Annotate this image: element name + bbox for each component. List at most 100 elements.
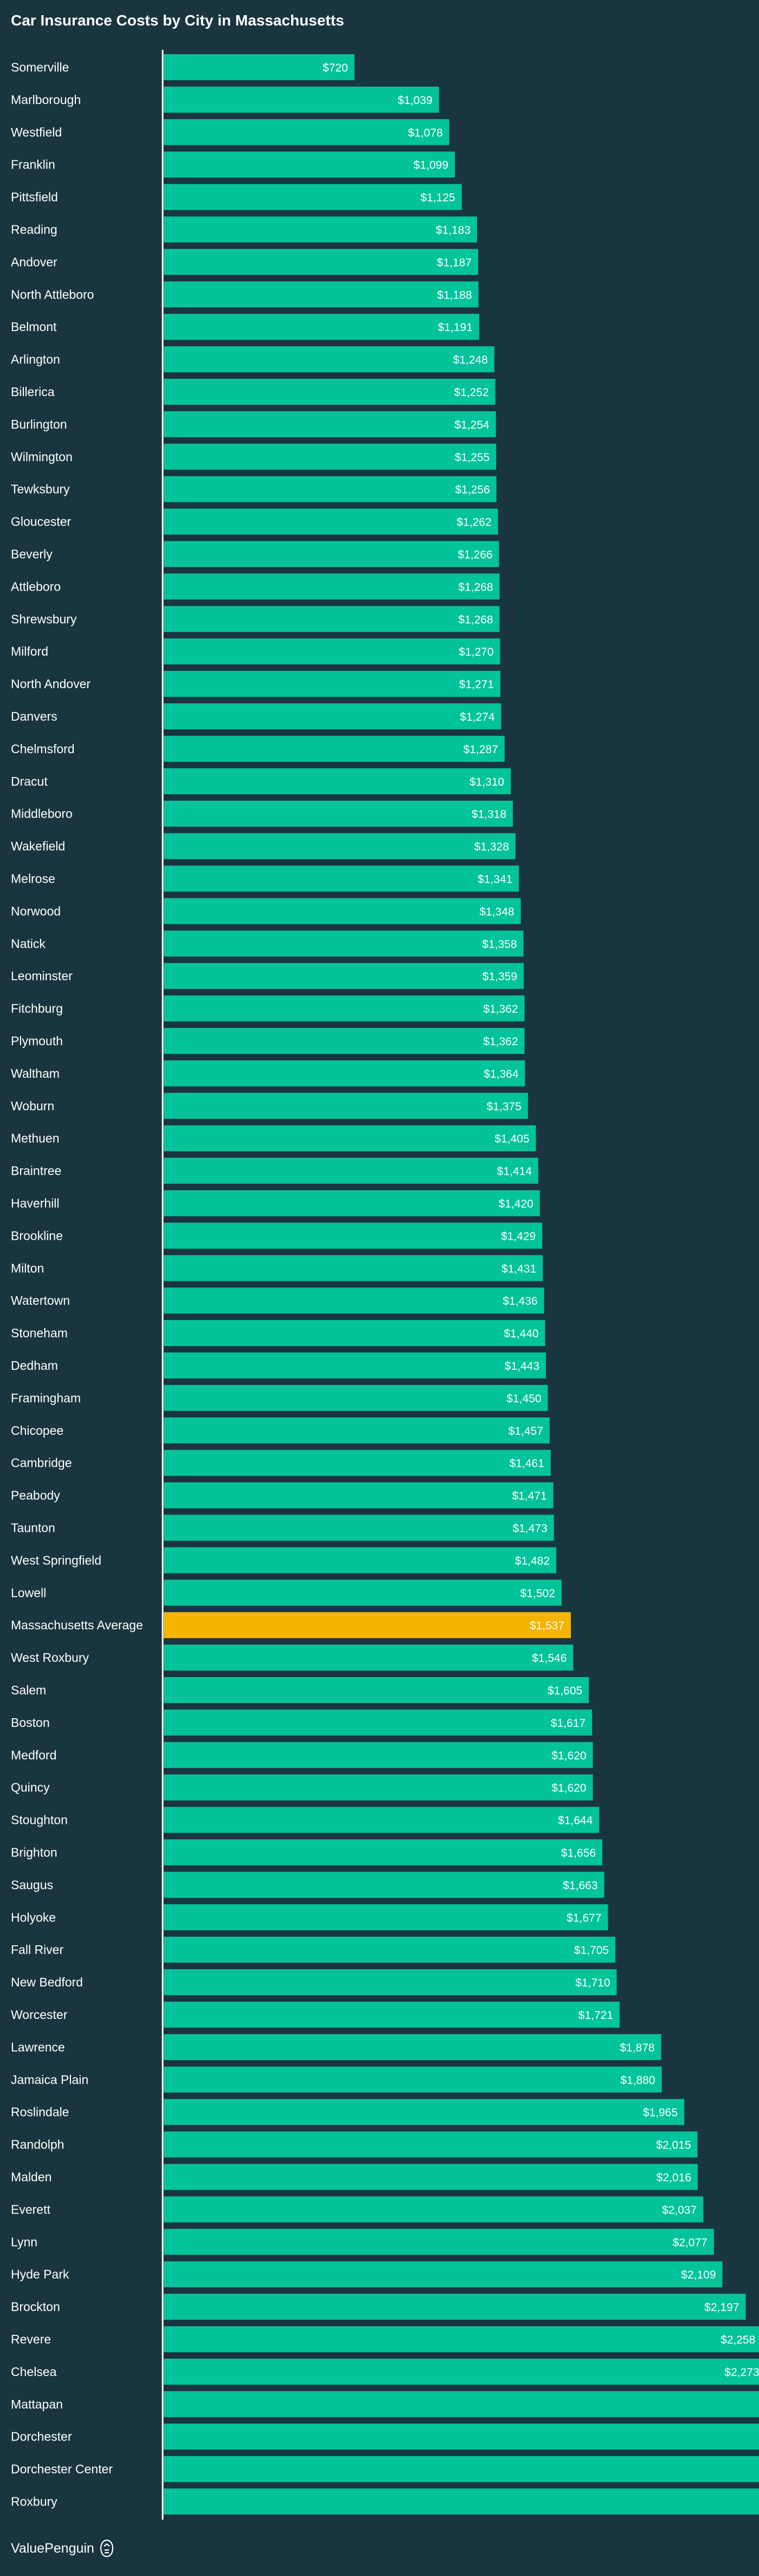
bar-brockton	[164, 2294, 746, 2320]
value-label-lowell: $1,502	[520, 1587, 555, 1600]
category-label-marlborough: Marlborough	[11, 93, 81, 107]
category-label-stoneham: Stoneham	[11, 1326, 68, 1340]
category-label-jamaica-plain: Jamaica Plain	[11, 2073, 88, 2087]
value-label-natick: $1,358	[482, 938, 517, 950]
bar-boston	[164, 1709, 593, 1736]
bar-dorchester-center	[164, 2456, 759, 2482]
category-label-holyoke: Holyoke	[11, 1910, 56, 1924]
value-label-westfield: $1,078	[408, 127, 442, 139]
value-label-brookline: $1,429	[501, 1230, 536, 1242]
category-label-stoughton: Stoughton	[11, 1813, 68, 1827]
category-label-reading: Reading	[11, 223, 57, 237]
value-label-franklin: $1,099	[414, 159, 448, 172]
value-label-stoneham: $1,440	[504, 1328, 538, 1340]
bar-billerica	[164, 379, 496, 405]
value-label-andover: $1,187	[437, 256, 472, 269]
bar-andover	[164, 249, 478, 275]
category-label-methuen: Methuen	[11, 1131, 60, 1145]
category-label-fall-river: Fall River	[11, 1943, 63, 1957]
category-label-brookline: Brookline	[11, 1228, 63, 1242]
value-label-norwood: $1,348	[479, 905, 514, 918]
bar-tewksbury	[164, 476, 497, 502]
category-label-cambridge: Cambridge	[11, 1456, 72, 1470]
bar-roxbury	[164, 2488, 759, 2515]
value-label-beverly: $1,266	[458, 549, 492, 561]
bar-milton	[164, 1255, 543, 1281]
value-label-dedham: $1,443	[505, 1360, 539, 1373]
category-label-quincy: Quincy	[11, 1781, 50, 1795]
bar-dorchester	[164, 2423, 759, 2450]
category-label-milton: Milton	[11, 1261, 44, 1275]
category-label-fitchburg: Fitchburg	[11, 1001, 63, 1015]
category-label-chelmsford: Chelmsford	[11, 742, 75, 756]
bar-marlborough	[164, 86, 439, 113]
bar-north-andover	[164, 671, 500, 697]
value-label-chelmsford: $1,287	[464, 743, 498, 756]
value-label-tewksbury: $1,256	[455, 484, 490, 496]
brand-logo: ValuePenguin	[11, 2539, 115, 2558]
category-label-dorchester-center: Dorchester Center	[11, 2462, 113, 2476]
bar-lowell	[164, 1580, 562, 1606]
value-label-roslindale: $1,965	[643, 2107, 678, 2119]
bar-peabody	[164, 1482, 554, 1509]
value-label-woburn: $1,375	[487, 1101, 522, 1113]
bar-revere	[164, 2326, 759, 2352]
category-label-boston: Boston	[11, 1716, 50, 1730]
category-label-peabody: Peabody	[11, 1488, 60, 1503]
value-label-wilmington: $1,255	[455, 451, 490, 464]
category-label-wilmington: Wilmington	[11, 450, 73, 464]
category-label-chicopee: Chicopee	[11, 1423, 63, 1438]
value-label-quincy: $1,620	[551, 1782, 586, 1795]
category-label-melrose: Melrose	[11, 872, 55, 886]
category-label-franklin: Franklin	[11, 158, 55, 172]
value-label-saugus: $1,663	[563, 1879, 597, 1892]
bar-wilmington	[164, 443, 497, 470]
category-label-brockton: Brockton	[11, 2300, 60, 2314]
bar-middleboro	[164, 800, 513, 827]
category-label-everett: Everett	[11, 2202, 50, 2216]
value-label-peabody: $1,471	[512, 1490, 546, 1503]
bar-burlington	[164, 411, 496, 437]
bar-stoneham	[164, 1320, 545, 1347]
value-label-salem: $1,605	[548, 1685, 582, 1697]
value-label-shrewsbury: $1,268	[458, 613, 493, 626]
bar-west-roxbury	[164, 1645, 574, 1671]
bar-malden	[164, 2164, 698, 2190]
category-label-belmont: Belmont	[11, 320, 57, 334]
value-label-west-springfield: $1,482	[515, 1555, 550, 1567]
category-label-natick: Natick	[11, 936, 46, 950]
value-label-methuen: $1,405	[494, 1133, 529, 1145]
category-label-roxbury: Roxbury	[11, 2495, 57, 2509]
value-label-milton: $1,431	[501, 1263, 536, 1275]
category-label-dorchester: Dorchester	[11, 2430, 72, 2444]
value-label-pittsfield: $1,125	[420, 192, 455, 204]
category-label-worcester: Worcester	[11, 2008, 68, 2022]
bar-quincy	[164, 1774, 593, 1801]
value-label-randolph: $2,015	[656, 2139, 691, 2152]
value-label-west-roxbury: $1,546	[532, 1652, 567, 1665]
bars-layer	[164, 54, 759, 2515]
category-label-norwood: Norwood	[11, 904, 61, 918]
bar-taunton	[164, 1514, 554, 1541]
category-label-west-roxbury: West Roxbury	[11, 1651, 89, 1665]
bar-roslindale	[164, 2099, 685, 2125]
bar-beverly	[164, 541, 499, 567]
category-label-dracut: Dracut	[11, 774, 48, 788]
bar-attleboro	[164, 573, 500, 600]
value-label-north-andover: $1,271	[459, 678, 494, 691]
value-label-cambridge: $1,461	[510, 1458, 544, 1470]
bar-reading	[164, 216, 477, 243]
category-label-framingham: Framingham	[11, 1391, 81, 1405]
bar-jamaica-plain	[164, 2066, 662, 2093]
category-labels: Somerville Marlborough Westfield Franklin Pi…	[11, 60, 143, 2509]
bar-westfield	[164, 119, 449, 145]
category-label-brighton: Brighton	[11, 1846, 57, 1860]
category-label-mattapan: Mattapan	[11, 2397, 63, 2411]
bar-wakefield	[164, 833, 516, 859]
value-label-medford: $1,620	[551, 1750, 586, 1762]
category-label-waltham: Waltham	[11, 1066, 60, 1080]
category-label-chelsea: Chelsea	[11, 2365, 57, 2379]
category-label-woburn: Woburn	[11, 1099, 54, 1113]
value-label-reading: $1,183	[436, 224, 471, 237]
